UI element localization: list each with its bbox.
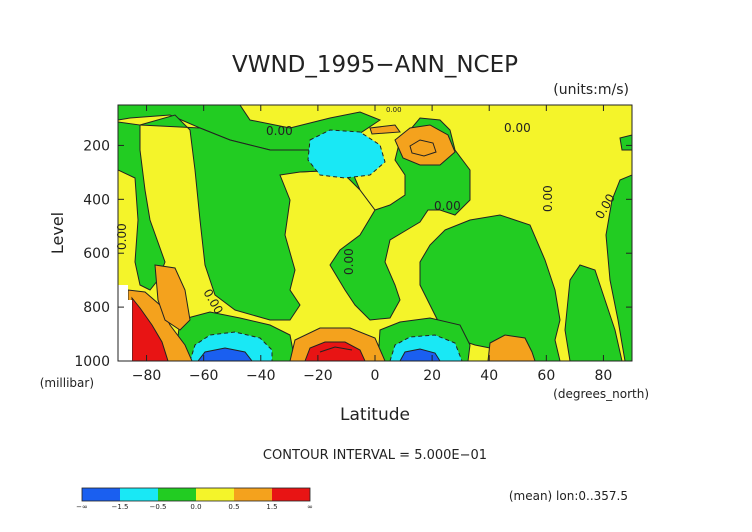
contour-line <box>409 139 437 157</box>
y-tick-label: 200 <box>83 138 110 154</box>
x-unit-label: (degrees_north) <box>553 387 649 401</box>
colorbar-label: −∞ <box>76 503 88 511</box>
region-blue-left <box>197 347 253 361</box>
colorbar-swatch <box>196 488 234 501</box>
colorbar-label: 0.5 <box>228 503 239 511</box>
contour-interval: CONTOUR INTERVAL = 5.000E−01 <box>263 448 487 463</box>
contour-label: 0.00 <box>115 223 129 250</box>
y-axis-label: Level <box>48 212 67 254</box>
x-axis-label: Latitude <box>340 405 410 425</box>
colorbar-frame <box>81 487 311 502</box>
region-blue-mid <box>399 348 441 361</box>
colorbar-label: 1.5 <box>266 503 277 511</box>
colorbar-label: −0.5 <box>150 503 167 511</box>
contour-label: 0.00 <box>342 248 356 275</box>
colorbar-swatch <box>82 488 120 501</box>
x-axis: −80 −60 −40 −20 0 20 40 60 80 <box>132 105 613 384</box>
region-green-far-east <box>564 264 623 361</box>
chart-title: VWND_1995−ANN_NCEP <box>232 52 518 78</box>
colorbar-swatch <box>272 488 310 501</box>
y-axis: 200 400 600 800 1000 <box>74 138 632 370</box>
x-tick-label: 0 <box>371 368 380 384</box>
colorbar-label: −1.5 <box>112 503 129 511</box>
region-green-top-right <box>619 134 632 151</box>
region-cyan-upper <box>307 129 386 179</box>
contour-line <box>319 346 353 353</box>
contour-label: 0.00 <box>434 199 461 213</box>
contour-label: 0.00 <box>266 124 293 138</box>
colorbar-swatch <box>158 488 196 501</box>
contour-label: 0.00 <box>386 106 402 114</box>
x-tick-label: 80 <box>595 368 613 384</box>
x-tick-label: −80 <box>132 368 162 384</box>
x-tick-label: 60 <box>537 368 555 384</box>
x-tick-label: 20 <box>423 368 441 384</box>
contour-label: 0.00 <box>504 121 531 135</box>
units-label: (units:m/s) <box>553 82 629 98</box>
x-tick-label: 40 <box>480 368 498 384</box>
colorbar-swatch <box>234 488 272 501</box>
contour-plot: 0.00 0.00 0.00 0.00 0.00 0.00 0.00 0.00 … <box>115 104 633 362</box>
colorbar-swatch <box>120 488 158 501</box>
contour-label: 0.00 <box>541 185 555 212</box>
x-tick-label: −60 <box>189 368 219 384</box>
x-tick-label: −20 <box>303 368 333 384</box>
region-orange-top-bar <box>369 124 401 135</box>
region-orange-left2 <box>154 264 191 331</box>
region-green-right-edge <box>605 174 632 361</box>
region-green-west <box>139 114 471 321</box>
y-tick-label: 400 <box>83 192 110 208</box>
missing-data <box>118 285 132 361</box>
region-orange-east <box>487 334 536 361</box>
footer-note: (mean) lon:0..357.5 <box>509 489 628 503</box>
y-unit-label: (millibar) <box>40 376 94 390</box>
colorbar-label: 0.0 <box>190 503 201 511</box>
y-tick-label: 1000 <box>74 354 110 370</box>
colorbar: −∞ −1.5 −0.5 0.0 0.5 1.5 ∞ <box>76 487 313 511</box>
region-orange-top <box>394 124 456 166</box>
colorbar-label: ∞ <box>307 503 313 511</box>
region-red-mid <box>304 341 366 361</box>
y-tick-label: 800 <box>83 300 110 316</box>
region-red-left <box>131 296 169 361</box>
x-tick-label: −40 <box>246 368 276 384</box>
y-tick-label: 600 <box>83 246 110 262</box>
